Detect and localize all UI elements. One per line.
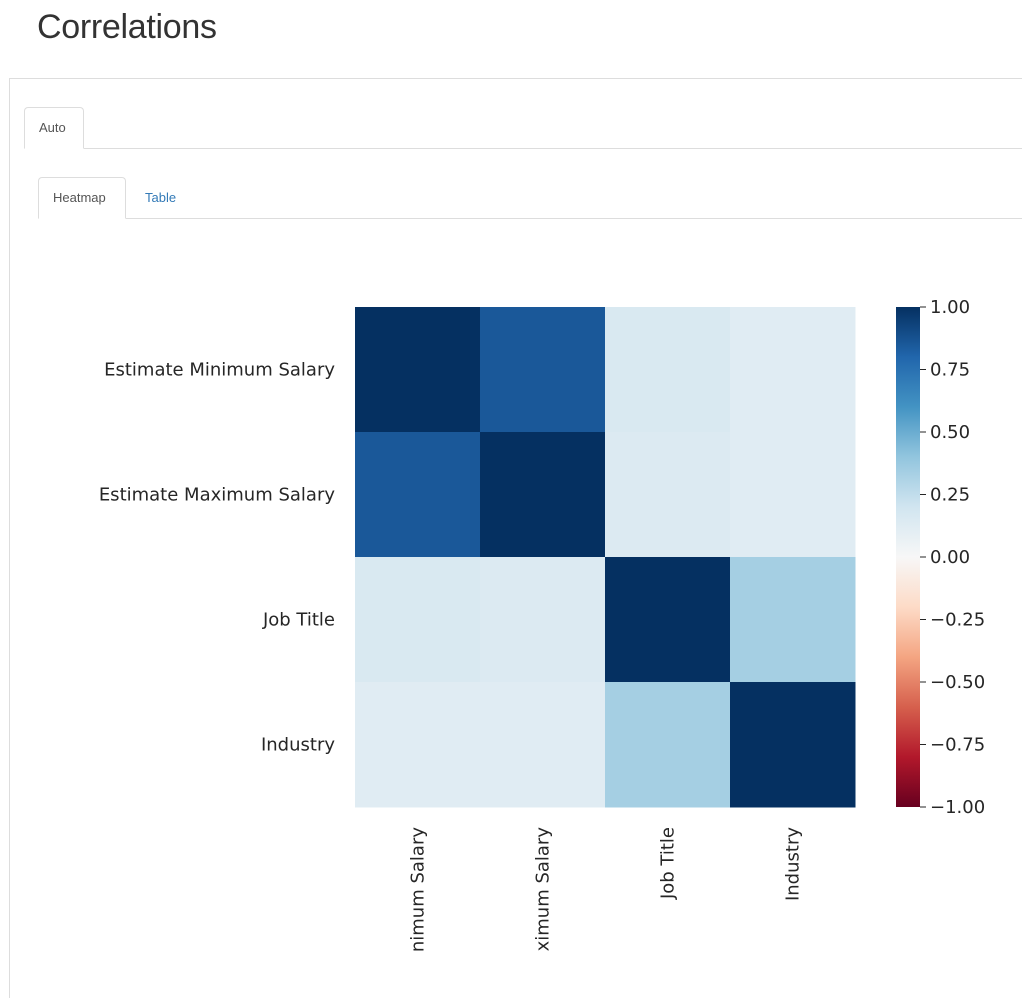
heatmap-cell-3-1: [480, 682, 606, 808]
page-title: Correlations: [37, 8, 217, 46]
colorbar-tick-label: 0.50: [930, 422, 970, 443]
colorbar-tick-label: 0.00: [930, 547, 970, 568]
colorbar-tick-label: 0.75: [930, 360, 970, 381]
heatmap-cell-1-0: [355, 432, 481, 558]
colorbar-tick-label: −0.50: [930, 672, 985, 693]
colorbar-tick-label: −1.00: [930, 797, 985, 818]
heatmap-cell-0-3: [730, 307, 856, 433]
tab-auto[interactable]: Auto: [24, 107, 84, 149]
column-label: Industry: [783, 827, 804, 901]
tab-table[interactable]: Table: [145, 190, 177, 205]
colorbar-tick-label: −0.75: [930, 735, 985, 756]
heatmap-cell-2-3: [730, 557, 856, 683]
colorbar-tick-label: −0.25: [930, 610, 985, 631]
heatmap-cell-0-2: [605, 307, 731, 433]
correlations-panel: [9, 78, 1022, 998]
column-label: nimum Salary: [408, 827, 429, 952]
heatmap-cell-0-1: [480, 307, 606, 433]
heatmap-cell-2-0: [355, 557, 481, 683]
colorbar-tick-label: 0.25: [930, 485, 970, 506]
colorbar-tick-label: 1.00: [930, 297, 970, 318]
column-label: ximum Salary: [533, 827, 554, 952]
column-label: Job Title: [658, 827, 679, 900]
heatmap-cell-1-1: [480, 432, 606, 558]
heatmap-cell-3-0: [355, 682, 481, 808]
heatmap-cell-2-1: [480, 557, 606, 683]
heatmap-cell-3-2: [605, 682, 731, 808]
heatmap-cell-0-0: [355, 307, 481, 433]
row-label: Job Title: [262, 610, 335, 631]
row-label: Estimate Minimum Salary: [104, 360, 335, 381]
heatmap-cell-2-2: [605, 557, 731, 683]
inner-tab-bar: Heatmap Table: [38, 177, 1022, 219]
heatmap-cell-1-3: [730, 432, 856, 558]
heatmap-cell-1-2: [605, 432, 731, 558]
colorbar: [896, 307, 920, 807]
outer-tab-bar: Auto: [24, 107, 1022, 149]
row-label: Estimate Maximum Salary: [99, 485, 336, 506]
row-label: Industry: [261, 735, 335, 756]
heatmap-cell-3-3: [730, 682, 856, 808]
tab-heatmap[interactable]: Heatmap: [38, 177, 126, 219]
